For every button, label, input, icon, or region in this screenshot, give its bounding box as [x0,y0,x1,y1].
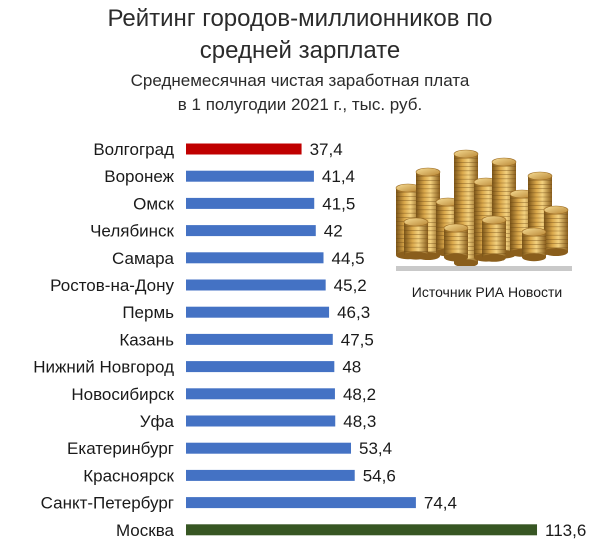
bar [186,170,314,182]
coin-stack [443,223,469,262]
value-label: 48,2 [343,385,376,404]
bar [186,333,333,345]
value-label: 41,5 [322,194,355,213]
coins-photo [394,132,574,272]
value-label: 53,4 [359,439,392,458]
category-label: Воронеж [104,167,174,186]
value-label: 46,3 [337,303,370,322]
bar [186,442,352,454]
bar [186,497,416,509]
chart-subtitle-line2: в 1 полугодии 2021 г., тыс. руб. [177,95,423,114]
bar [186,197,315,209]
value-label: 47,5 [341,330,374,349]
bar [186,279,326,291]
bar [186,415,336,427]
category-label: Москва [116,521,175,540]
value-label: 48,3 [343,412,376,431]
bar [186,143,302,155]
value-label: 41,4 [322,167,355,186]
bar [186,469,355,481]
bar [186,225,316,237]
bar [186,361,335,373]
bars [186,143,538,536]
bar [186,252,324,264]
chart-title-line2: средней зарплате [199,37,401,64]
chart-title-line1: Рейтинг городов-миллионников по [107,5,493,32]
category-label: Ростов-на-Дону [50,276,174,295]
category-label: Новосибирск [71,385,174,404]
coin-stack [521,227,547,262]
category-labels: Волгоград Воронеж Омск Челябинск Самара Росто… [33,140,174,540]
category-label: Нижний Новгород [33,358,174,377]
value-labels: 37,4 41,4 41,5 42 44,5 45,2 46,3 47,5 48 48,2 48,3… [310,140,587,540]
value-label: 42 [324,222,343,241]
category-label: Омск [133,194,174,213]
value-label: 48 [342,358,361,377]
coin-stack [403,217,429,260]
value-label: 37,4 [310,140,343,159]
bar [186,524,538,536]
source-caption: Источник РИА Новости [411,284,563,300]
category-label: Пермь [122,303,174,322]
value-label: 74,4 [424,494,457,513]
category-label: Челябинск [90,222,174,241]
bar [186,388,335,400]
category-label: Волгоград [93,140,174,159]
category-label: Казань [119,330,174,349]
category-label: Красноярск [83,466,174,485]
category-label: Санкт-Петербург [41,494,174,513]
value-label: 44,5 [332,249,365,268]
bar [186,306,330,318]
category-label: Екатеринбург [67,439,174,458]
value-label: 54,6 [363,466,396,485]
value-label: 45,2 [334,276,367,295]
category-label: Самара [112,249,175,268]
value-label: 113,6 [545,521,586,540]
chart-subtitle-line1: Среднемесячная чистая заработная плата [130,71,470,90]
coin-stack [543,205,569,256]
category-label: Уфа [140,412,175,431]
coin-stack [481,215,507,262]
